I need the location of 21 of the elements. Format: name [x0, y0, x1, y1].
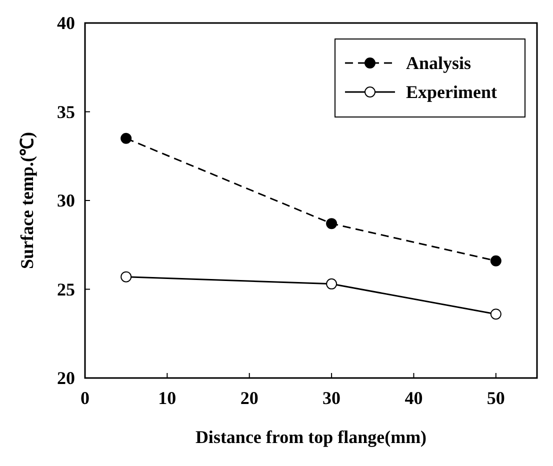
point	[490, 255, 502, 266]
x-tick-label: 40	[404, 388, 423, 408]
x-tick-label: 20	[240, 388, 258, 408]
x-tick-label: 50	[486, 388, 505, 408]
point	[120, 132, 132, 144]
y-tick-label: 25	[57, 279, 75, 300]
y-tick-label: 20	[57, 368, 75, 388]
x-tick-label: 30	[322, 388, 341, 408]
point	[120, 271, 132, 282]
x-axis-title: Distance from top flange(mm)	[195, 427, 427, 447]
y-tick-label: 30	[57, 190, 75, 210]
point	[326, 218, 338, 230]
y-tick-label: 40	[57, 13, 75, 33]
legend-label: Experiment	[406, 82, 497, 102]
y-tick-label: 35	[57, 102, 75, 122]
point	[326, 278, 338, 290]
legend-label: Analysis	[406, 53, 472, 73]
x-tick-label: 0	[80, 388, 90, 408]
x-tick-label: 10	[158, 388, 176, 408]
point	[490, 308, 502, 320]
y-axis-title: Surface temp.(℃)	[17, 132, 37, 269]
